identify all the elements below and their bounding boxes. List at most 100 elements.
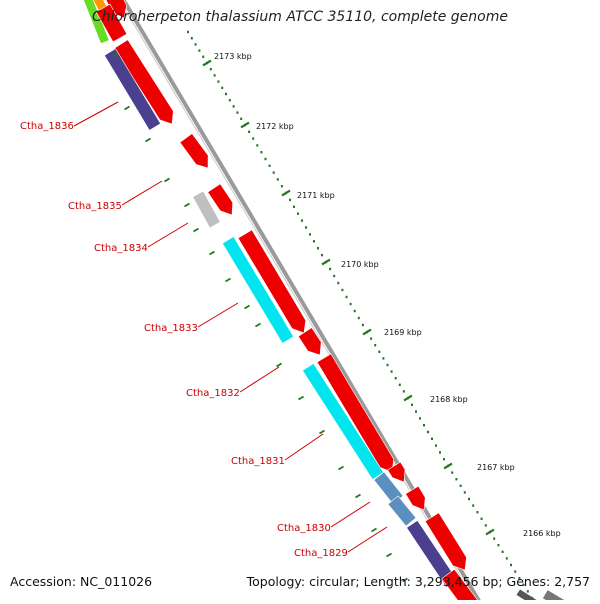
minor-tick [431,437,433,440]
minor-tick [329,267,332,271]
inner-tick [338,465,344,471]
gene-block [373,471,404,505]
minor-tick [301,219,303,222]
minor-tick [443,458,445,461]
label-leader-line [239,366,280,393]
gene-block [542,589,568,604]
minor-tick [256,144,259,147]
minor-tick [493,537,496,540]
minor-tick [264,157,267,161]
gene-block [515,588,543,604]
major-tick [485,528,495,536]
minor-tick [209,68,212,71]
minor-tick [370,337,373,340]
inner-tick [145,137,151,143]
minor-tick [484,524,487,527]
minor-tick [321,253,323,257]
inner-tick [386,552,392,558]
major-tick [202,59,212,67]
minor-tick [531,596,533,600]
inner-tick [112,52,118,58]
minor-tick [228,99,231,102]
inner-tick [355,493,361,499]
label-leader-line [121,180,163,206]
label-leader-line [347,526,388,553]
minor-tick [317,247,319,250]
tick-label: 2170 kbp [341,260,379,269]
tick-label: 2169 kbp [384,328,422,337]
gene-block [95,3,128,43]
gene-block [104,48,161,131]
minor-tick [390,370,393,373]
minor-tick [455,478,458,481]
minor-tick [402,390,405,393]
minor-tick [337,281,340,285]
gene-label: Ctha_1832 [186,388,240,399]
inner-tick [225,277,231,283]
tick-label: 2171 kbp [297,191,335,200]
tick-label: 2173 kbp [214,52,252,61]
minor-tick [217,80,220,83]
minor-tick [280,185,283,188]
minor-tick [357,316,360,320]
gene-block [387,461,406,483]
minor-tick [394,377,397,380]
major-tick [240,121,250,129]
minor-tick [309,233,311,236]
major-tick [443,462,453,470]
minor-tick [293,205,295,208]
inner-tick [124,105,130,111]
minor-tick [194,43,197,46]
minor-tick [341,288,344,292]
minor-tick [260,151,263,154]
minor-tick [305,226,307,229]
tick-label: 2167 kbp [477,463,515,472]
minor-tick [378,350,381,353]
minor-tick [240,117,243,120]
minor-tick [439,451,441,454]
gene-label: Ctha_1833 [144,323,198,334]
gene-label: Ctha_1836 [20,121,74,132]
label-leader-line [73,101,119,127]
minor-tick [252,137,255,140]
gene-block [83,0,110,45]
minor-tick [333,274,336,278]
backbone-line [121,0,484,604]
minor-tick [419,417,421,420]
minor-tick [518,577,521,580]
minor-tick [468,497,470,501]
inner-tick [298,395,304,401]
minor-tick [198,49,201,52]
tick-label: 2172 kbp [256,122,294,131]
inner-tick [193,227,199,233]
major-tick [362,328,372,336]
minor-tick [349,302,352,306]
label-leader-line [284,433,324,461]
minor-tick [190,37,193,40]
tick-label: 2166 kbp [523,529,561,538]
label-leader-line [330,501,371,528]
gene-block [237,229,307,334]
major-tick [321,258,331,266]
gene-block [405,485,426,511]
label-leader-line [147,222,189,248]
tick-ruler: 2173 kbp 2172 kbp 2171 kbp 2170 kbp 2169 kbp… [112,30,561,600]
gene-block [192,190,221,229]
minor-tick [202,55,205,58]
minor-tick [232,105,235,108]
gene-block [297,327,322,356]
minor-tick [345,295,348,299]
inner-tick [164,177,170,183]
minor-tick [476,511,479,514]
label-leader-line [197,302,239,328]
map-title: Chloroherpeton thalassium ATCC 35110, co… [92,9,508,25]
accession-text: Accession: NC_011026 [10,574,153,589]
gene-block [316,353,395,473]
minor-tick [411,403,413,406]
inner-tick [255,322,261,328]
inner-tick [276,362,282,368]
minor-tick [501,550,504,553]
inner-tick [184,202,190,208]
backbone-track [118,0,484,604]
minor-tick [463,491,466,494]
